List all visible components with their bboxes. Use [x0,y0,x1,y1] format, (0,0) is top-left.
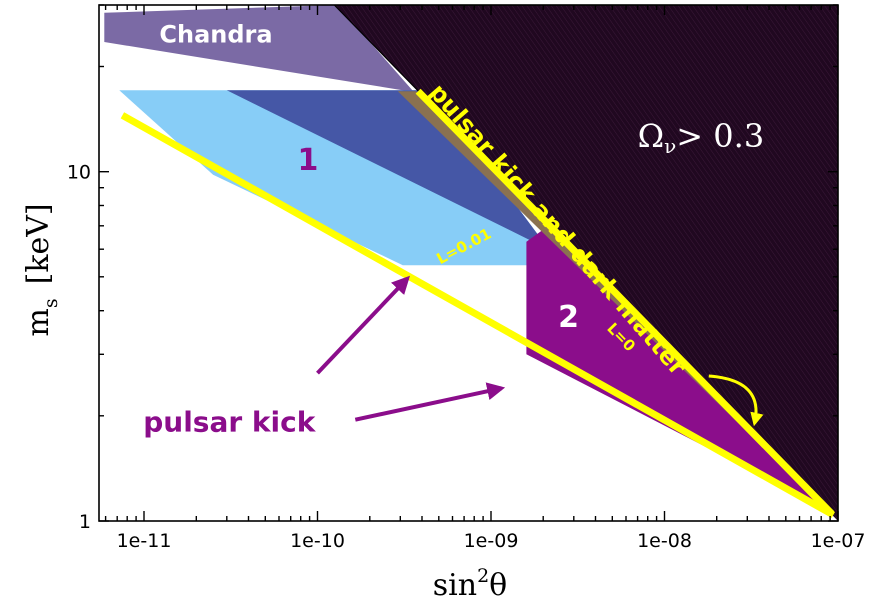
y-tick-label: 10 [67,162,91,184]
label-omega: Ων> 0.3 [638,116,765,157]
region-layer [104,5,838,521]
label-region1: 1 [297,143,318,178]
plot-frame [98,4,839,522]
region-omega_excluded [334,5,838,521]
x-tick-label: 1e-09 [464,530,519,552]
label-region2: 2 [558,300,579,335]
y-tick-label: 1 [79,511,91,533]
annotation-arrow-0 [316,275,410,375]
annotation-arrow-1 [354,382,506,422]
region-overlap [226,90,544,247]
region-pulsar_dm_strip [397,91,827,510]
x-tick-label: 1e-11 [117,530,172,552]
series-line-l001 [120,112,836,519]
line-layer [120,88,836,519]
label-pulsar-kick: pulsar kick [143,406,317,439]
region-chandra [104,5,415,93]
x-axis-title: sin2θ [433,565,507,603]
arrow-layer [316,275,764,427]
tick-layer: 1e-11 1e-10 1e-09 1e-08 1e-07 1 10 [67,4,866,552]
x-tick-label: 1e-07 [811,530,866,552]
annotation-arrow-2 [708,374,764,427]
x-tick-label: 1e-08 [637,530,692,552]
label-chandra: Chandra [159,21,272,49]
y-axis-title: ms[keV] [21,203,62,336]
x-tick-label: 1e-10 [290,530,345,552]
series-line-l0 [415,88,835,517]
